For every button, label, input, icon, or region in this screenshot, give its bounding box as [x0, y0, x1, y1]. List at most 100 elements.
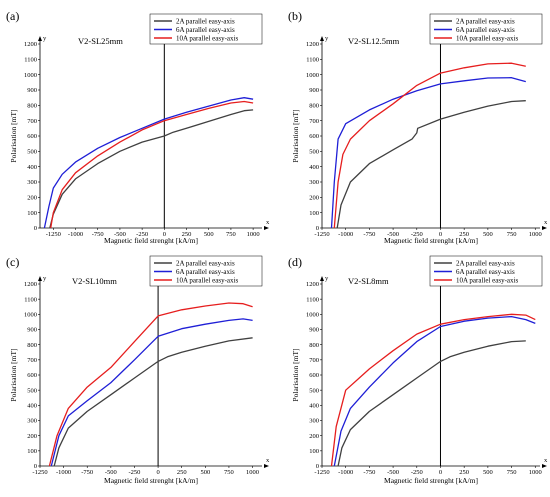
x-tick-label: 0 — [439, 231, 442, 238]
y-axis-arrow — [38, 276, 42, 281]
x-tick-label: 0 — [439, 469, 442, 476]
x-tick-label: -500 — [114, 231, 126, 238]
x-tick-label: -250 — [136, 231, 148, 238]
y-tick-label: 200 — [27, 433, 37, 440]
x-tick-label: 0 — [163, 231, 166, 238]
y-tick-label: 300 — [309, 179, 319, 186]
x-tick-label: -750 — [92, 231, 104, 238]
x-axis-label: Magnetic field strenght [kA/m] — [104, 476, 198, 485]
y-tick-label: 700 — [27, 357, 37, 364]
series-line-2 — [43, 97, 254, 229]
panel-label: (d) — [288, 255, 302, 269]
x-tick-label: -1000 — [338, 469, 353, 476]
legend-entry: 6A parallel easy-axis — [456, 268, 515, 276]
x-tick-label: -1250 — [314, 231, 329, 238]
x-tick-label: -500 — [387, 231, 399, 238]
x-tick-label: 750 — [507, 469, 517, 476]
y-tick-label: 600 — [309, 372, 319, 379]
legend-entry: 10A parallel easy-axis — [176, 276, 238, 284]
y-tick-label: 900 — [309, 327, 319, 334]
x-tick-label: -750 — [363, 231, 375, 238]
x-tick-label: 500 — [483, 231, 493, 238]
y-tick-label: 700 — [27, 118, 37, 125]
x-axis-arrow — [542, 464, 547, 468]
legend-entry: 6A parallel easy-axis — [456, 26, 515, 34]
x-axis-arrow — [264, 226, 269, 230]
series-line-2 — [50, 318, 253, 467]
y-tick-label: 100 — [27, 448, 37, 455]
y-tick-label: 600 — [309, 133, 319, 140]
y-tick-label: 1200 — [306, 281, 319, 288]
y-tick-label: 100 — [27, 210, 37, 217]
y-tick-label: 400 — [309, 403, 319, 410]
series-line-1 — [53, 337, 253, 467]
x-tick-label: 500 — [204, 231, 214, 238]
x-tick-label: -750 — [81, 469, 93, 476]
y-axis-label: Polarisation [mT] — [9, 348, 18, 401]
y-tick-label: 500 — [309, 387, 319, 394]
x-tick-label: 250 — [177, 469, 187, 476]
y-tick-label: 1000 — [24, 72, 37, 79]
x-tick-label: -1000 — [56, 469, 71, 476]
y-axis-label: Polarisation [mT] — [291, 348, 300, 401]
y-tick-label: 1100 — [24, 57, 37, 64]
y-axis-label: Polarisation [mT] — [9, 109, 18, 162]
y-tick-label: 900 — [309, 87, 319, 94]
x-tick-label: 1000 — [529, 469, 542, 476]
x-tick-label: 750 — [226, 231, 236, 238]
x-tick-label: -1000 — [68, 231, 83, 238]
y-tick-label: 1000 — [24, 312, 37, 319]
x-axis-letter: x — [266, 219, 270, 226]
x-tick-label: -1250 — [46, 231, 61, 238]
legend-entry: 2A parallel easy-axis — [176, 17, 235, 25]
x-tick-label: 250 — [182, 231, 192, 238]
y-tick-label: 800 — [309, 103, 319, 110]
x-tick-label: -250 — [411, 469, 423, 476]
axes-frame — [39, 38, 262, 229]
x-tick-label: -500 — [387, 469, 399, 476]
series-line-3 — [48, 302, 253, 467]
legend-entry: 6A parallel easy-axis — [176, 26, 235, 34]
x-tick-label: -250 — [129, 469, 141, 476]
y-tick-label: 0 — [316, 463, 319, 470]
x-tick-label: 750 — [224, 469, 234, 476]
y-tick-label: 700 — [309, 118, 319, 125]
y-tick-label: 300 — [27, 179, 37, 186]
y-axis-arrow — [320, 276, 324, 281]
y-tick-label: 400 — [27, 403, 37, 410]
x-tick-label: 1000 — [247, 231, 260, 238]
y-tick-label: 0 — [316, 225, 319, 232]
x-axis-letter: x — [266, 457, 270, 464]
axes-frame — [321, 38, 540, 229]
y-axis-letter: y — [43, 275, 47, 282]
x-axis-label: Magnetic field strenght [kA/m] — [384, 476, 478, 485]
y-axis-label: Polarisation [mT] — [291, 109, 300, 162]
x-tick-label: 0 — [156, 469, 159, 476]
y-tick-label: 500 — [27, 387, 37, 394]
x-axis-label: Magnetic field strenght [kA/m] — [384, 236, 478, 245]
panel-subtitle: V2-SL10mm — [72, 276, 117, 286]
y-axis-arrow — [38, 36, 42, 41]
x-tick-label: -1250 — [32, 469, 47, 476]
x-tick-label: 500 — [483, 469, 493, 476]
x-axis-arrow — [542, 226, 547, 230]
y-tick-label: 500 — [309, 149, 319, 156]
y-tick-label: 0 — [34, 463, 37, 470]
y-tick-label: 800 — [27, 103, 37, 110]
y-axis-letter: y — [43, 35, 47, 42]
y-tick-label: 800 — [309, 342, 319, 349]
y-tick-label: 300 — [309, 418, 319, 425]
y-tick-label: 1200 — [24, 281, 37, 288]
legend-entry: 2A parallel easy-axis — [176, 259, 235, 267]
y-tick-label: 700 — [309, 357, 319, 364]
y-tick-label: 1000 — [306, 72, 319, 79]
legend-entry: 10A parallel easy-axis — [176, 34, 238, 42]
y-tick-label: 400 — [309, 164, 319, 171]
legend-entry: 10A parallel easy-axis — [456, 34, 518, 42]
series-line-1 — [336, 100, 526, 229]
x-axis-arrow — [264, 464, 269, 468]
y-tick-label: 800 — [27, 342, 37, 349]
